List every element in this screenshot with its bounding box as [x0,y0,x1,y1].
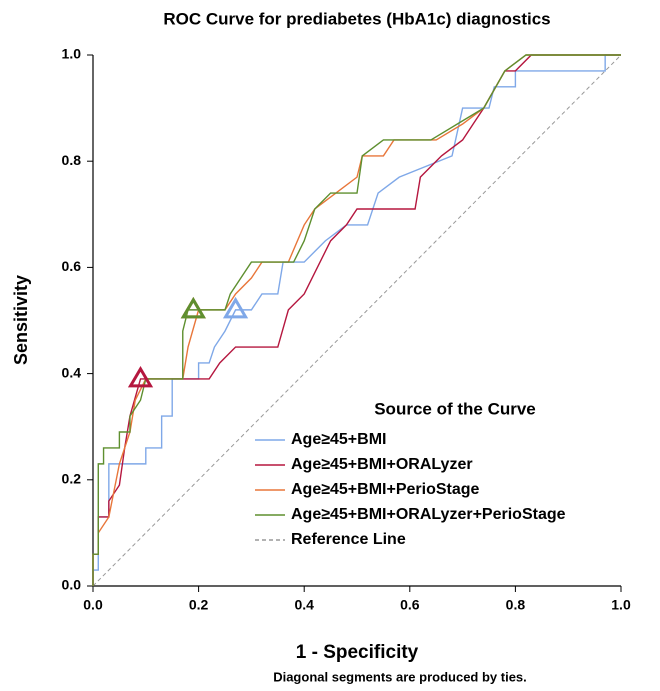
x-tick-label: 0.6 [400,597,420,613]
cutoff-marker [127,365,154,388]
chart-title: ROC Curve for prediabetes (HbA1c) diagno… [163,9,550,28]
x-tick-label: 0.0 [83,597,103,613]
roc-curve [92,54,621,586]
legend-label: Age≥45+BMI [291,431,386,448]
y-tick-label: 0.2 [62,471,82,487]
legend-title: Source of the Curve [374,399,536,418]
x-axis-title: 1 - Specificity [296,642,419,663]
x-tick-label: 0.8 [506,597,526,613]
y-tick-label: 1.0 [62,46,82,62]
x-tick-label: 1.0 [611,597,631,613]
x-tick-label: 0.4 [294,597,314,613]
x-tick-label: 0.2 [189,597,209,613]
legend-label: Reference Line [291,531,406,548]
cutoff-marker [180,296,206,319]
legend-label: Age≥45+BMI+PerioStage [291,481,480,498]
y-tick-label: 0.4 [62,364,82,380]
footnote: Diagonal segments are produced by ties. [273,669,527,684]
roc-curve [92,54,621,586]
cutoff-marker [222,296,249,319]
y-axis-title: Sensitivity [11,275,31,365]
y-tick-label: 0.0 [62,577,82,593]
roc-curve [92,54,621,586]
legend-label: Age≥45+BMI+ORALyzer [291,456,473,473]
roc-curve [92,54,622,587]
y-tick-label: 0.6 [62,258,82,274]
roc-curve [92,54,621,586]
y-tick-label: 0.8 [62,152,82,168]
legend-label: Age≥45+BMI+ORALyzer+PerioStage [291,506,566,523]
